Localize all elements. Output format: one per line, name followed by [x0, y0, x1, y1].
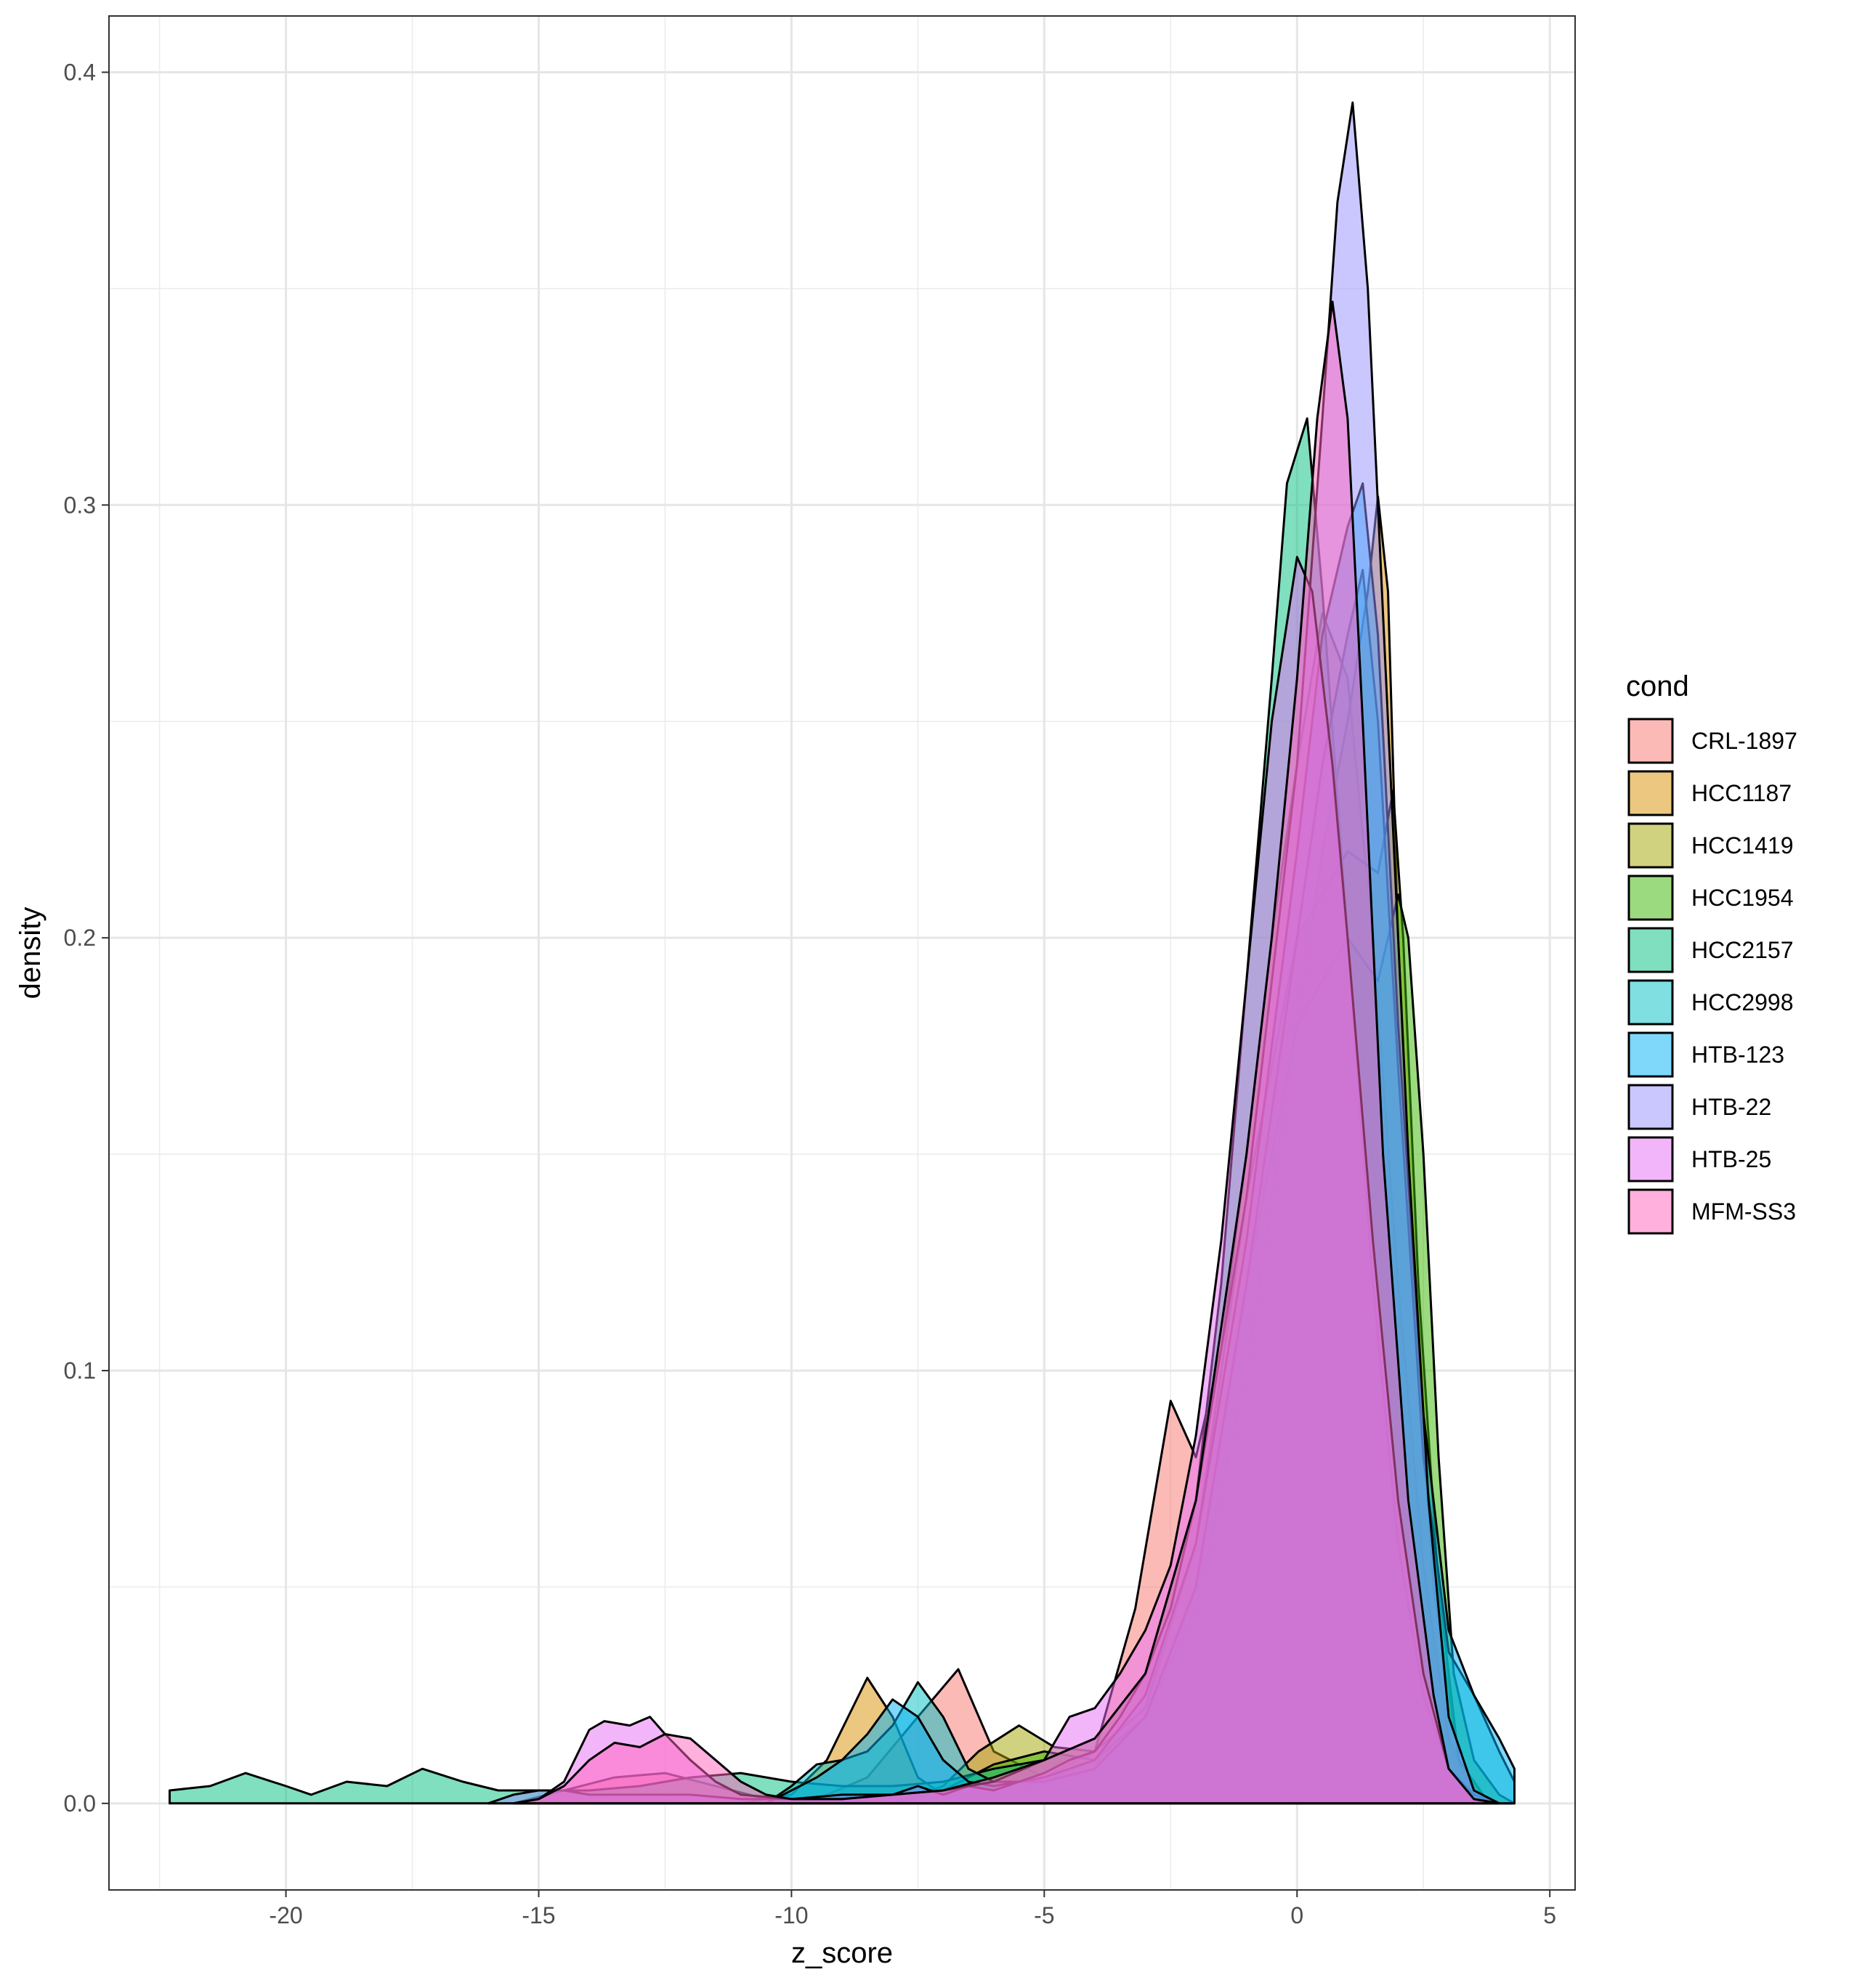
- legend: cond CRL-1897 HCC1187 HCC1419 HCC1954 HCC215…: [1626, 670, 1797, 1235]
- y-tick-label: 0.0: [64, 1790, 96, 1817]
- y-axis: 0.0 0.1 0.2 0.3 0.4: [64, 59, 109, 1817]
- legend-label-htb-22: HTB-22: [1691, 1094, 1771, 1120]
- y-tick-label: 0.4: [64, 59, 96, 85]
- legend-label-crl-1897: CRL-1897: [1691, 728, 1797, 754]
- legend-title: cond: [1626, 670, 1689, 702]
- plot-panel-border: [108, 15, 1576, 1891]
- legend-label-hcc1954: HCC1954: [1691, 885, 1794, 911]
- x-axis: -20 -15 -10 -5 0 5: [269, 1890, 1556, 1928]
- y-tick-label: 0.2: [64, 925, 96, 951]
- legend-key-hcc1187: [1627, 770, 1674, 816]
- legend-key-htb-25: [1627, 1136, 1674, 1182]
- legend-key-mfm-ss3: [1627, 1188, 1674, 1235]
- legend-key-hcc2998: [1627, 979, 1674, 1026]
- legend-key-htb-123: [1627, 1031, 1674, 1078]
- legend-key-htb-22: [1627, 1084, 1674, 1130]
- legend-label-htb-25: HTB-25: [1691, 1146, 1771, 1172]
- y-axis-title: density: [15, 907, 46, 999]
- legend-items: CRL-1897 HCC1187 HCC1419 HCC1954 HCC2157 HCC2…: [1627, 718, 1797, 1235]
- legend-key-hcc1419: [1627, 822, 1674, 869]
- density-area-mfm-ss3: [512, 300, 1501, 1805]
- x-tick-label: -5: [1034, 1902, 1054, 1928]
- legend-label-hcc2998: HCC2998: [1691, 989, 1794, 1015]
- density-areas: [169, 101, 1516, 1805]
- legend-key-hcc1954: [1627, 875, 1674, 921]
- legend-key-crl-1897: [1627, 718, 1674, 764]
- x-tick-label: 5: [1543, 1902, 1556, 1928]
- x-tick-label: 0: [1290, 1902, 1303, 1928]
- legend-label-hcc1419: HCC1419: [1691, 832, 1794, 859]
- x-tick-label: -15: [522, 1902, 555, 1928]
- legend-label-hcc2157: HCC2157: [1691, 937, 1794, 963]
- legend-key-hcc2157: [1627, 927, 1674, 973]
- x-tick-label: -10: [774, 1902, 808, 1928]
- y-tick-label: 0.3: [64, 492, 96, 518]
- y-tick-label: 0.1: [64, 1358, 96, 1384]
- x-axis-title: z_score: [791, 1937, 893, 1969]
- legend-label-htb-123: HTB-123: [1691, 1042, 1784, 1068]
- legend-label-hcc1187: HCC1187: [1691, 780, 1792, 806]
- legend-label-mfm-ss3: MFM-SS3: [1691, 1198, 1796, 1225]
- x-tick-label: -20: [269, 1902, 302, 1928]
